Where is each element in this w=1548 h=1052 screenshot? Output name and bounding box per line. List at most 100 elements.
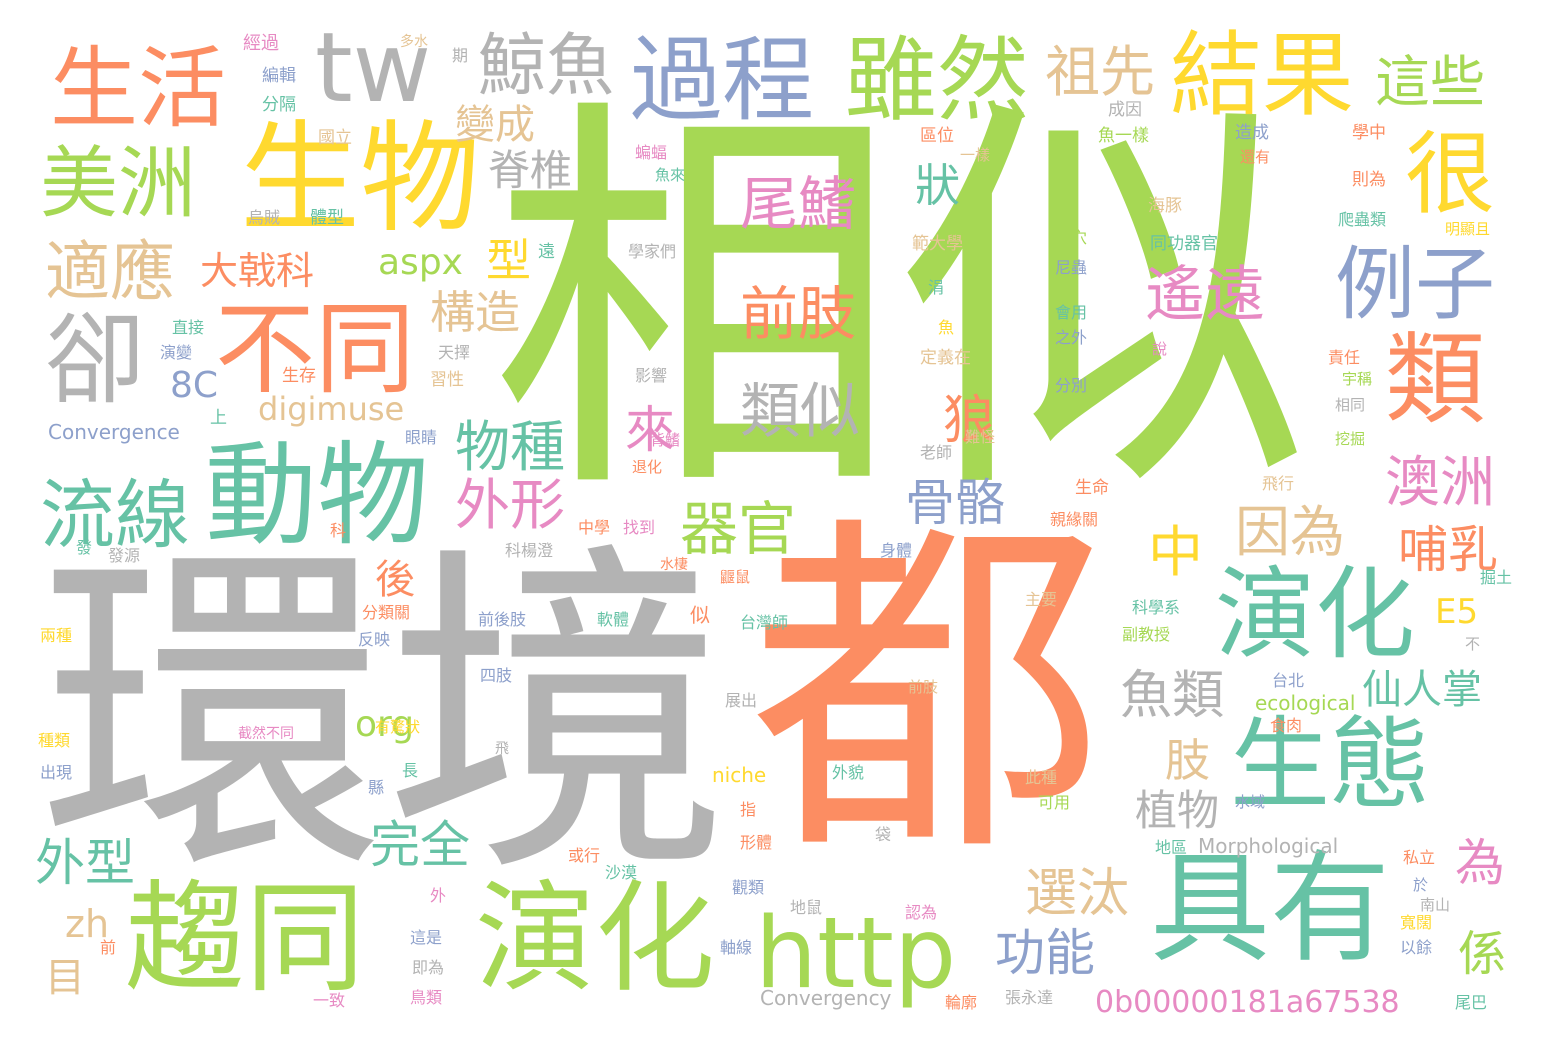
word-http: http	[755, 897, 957, 1011]
word-s15: 魚來	[655, 166, 686, 184]
word-guge: 骨骼	[905, 474, 1005, 532]
word-s76: 台北	[1272, 671, 1305, 690]
word-s108: 軸線	[720, 938, 753, 957]
word-s54: 找到	[623, 518, 656, 537]
word-s39: 說	[1152, 340, 1168, 358]
word-s52: 飛行	[1262, 474, 1295, 493]
word-s7: 成因	[1108, 100, 1142, 120]
word-s30: 會用	[1055, 303, 1088, 322]
word-s27: 尼蟲	[1055, 258, 1088, 277]
word-s74: 反映	[358, 630, 391, 649]
word-s57: 科楊澄	[505, 541, 554, 560]
word-s88: 可用	[1038, 793, 1071, 812]
word-zhi: 肢	[1165, 734, 1211, 787]
word-s46: 老師	[920, 443, 953, 462]
word-waixing: 外形	[455, 473, 566, 537]
word-shengwu: 生物	[240, 110, 480, 249]
word-s2: 編輯	[262, 66, 296, 86]
word-biancheng: 變成	[455, 102, 535, 148]
word-s112: 輪廓	[945, 993, 978, 1012]
word-s22: 遠	[538, 242, 555, 262]
word-yaoyuan: 遙遠	[1145, 260, 1265, 330]
word-s24: 範大學	[912, 234, 963, 254]
word-shiying: 適應	[45, 235, 176, 310]
word-lang: 狼	[943, 391, 996, 451]
word-yanhua-1: 演化	[475, 870, 715, 1009]
word-yanhua-2: 演化	[1215, 556, 1415, 673]
word-s43: 分別	[1055, 376, 1088, 395]
word-ecological: ecological	[1255, 691, 1356, 715]
word-s80: 有驚狀	[375, 718, 421, 736]
word-weiqi: 尾鰭	[740, 170, 857, 238]
word-s8: 區位	[920, 126, 954, 146]
word-s29: 魚	[938, 318, 955, 337]
word-s63: 掘土	[1480, 568, 1513, 587]
word-s90: 縣	[368, 778, 385, 797]
word-s16: 則為	[1352, 170, 1386, 190]
word-zuxian: 祖先	[1045, 40, 1156, 104]
word-s33: 演變	[160, 343, 193, 362]
word-s107: 前	[100, 938, 117, 957]
word-s79: 食肉	[1270, 716, 1303, 735]
word-s50: 退化	[632, 458, 663, 476]
word-s9: 一樣	[960, 146, 991, 164]
word-s48: 挖掘	[1335, 430, 1366, 448]
word-s28: 涓	[928, 278, 945, 297]
word-jieguo: 結果	[1170, 22, 1355, 129]
word-s93: 袋	[875, 825, 892, 844]
word-s89: 水域	[1235, 793, 1266, 811]
word-s105: 以餘	[1400, 938, 1433, 957]
word-s83: 截然不同	[238, 726, 294, 742]
word-s72: 不	[1465, 635, 1481, 653]
word-s77: 展出	[725, 691, 758, 710]
word-dou: 都	[750, 485, 1105, 899]
word-s69: 主要	[1025, 590, 1058, 609]
word-hen: 很	[1405, 122, 1495, 227]
word-s65: 前後肢	[478, 610, 527, 629]
word-waixing2: 外型	[35, 834, 135, 892]
word-convergency: Convergency	[760, 986, 892, 1010]
word-wanquan: 完全	[370, 816, 470, 874]
word-s36: 習性	[430, 370, 464, 390]
word-yinwei: 因為	[1235, 500, 1346, 564]
word-s91: 指	[740, 800, 757, 819]
word-dongwu: 動物	[205, 431, 429, 561]
word-s10: 魚一樣	[1098, 126, 1149, 146]
word-s86: 外貌	[832, 763, 865, 782]
word-s97: 沙漠	[605, 863, 638, 882]
word-s75: 四肢	[480, 666, 513, 685]
word-s73: 兩種	[40, 626, 73, 645]
word-s31: 之外	[1055, 328, 1088, 347]
word-s94: 地區	[1155, 838, 1188, 857]
word-zhiwu: 植物	[1135, 786, 1220, 835]
word-s11: 造成	[1235, 123, 1269, 143]
word-lizi: 例子	[1335, 238, 1495, 331]
word-s17: 海豚	[1148, 196, 1182, 216]
word-digimuse: digimuse	[258, 390, 405, 428]
word-s71: 副教授	[1122, 625, 1171, 644]
word-huanjing: 環境	[40, 517, 730, 918]
word-s103: 寬闊	[1400, 913, 1433, 932]
word-s109: 即為	[412, 958, 445, 977]
word-s38: 定義在	[920, 348, 971, 368]
word-s21: 烏賊	[248, 208, 281, 227]
word-xiangsi: 相似	[490, 66, 1310, 544]
word-s44: 上	[210, 408, 227, 428]
word-s4: 國立	[318, 128, 352, 148]
word-s59: 發	[76, 538, 93, 557]
word-s66: 軟體	[597, 610, 630, 629]
word-lai: 來	[625, 401, 675, 459]
word-lei: 類	[1385, 321, 1485, 438]
word-s81: 種類	[38, 731, 71, 750]
word-buru: 哺乳	[1398, 521, 1498, 579]
word-gouzao: 構造	[430, 286, 521, 339]
word-suiran: 雖然	[845, 27, 1030, 134]
word-s51: 生命	[1075, 478, 1109, 498]
word-s37: 影響	[635, 366, 668, 385]
word-s82: 出現	[40, 763, 73, 782]
word-hou: 後	[375, 557, 415, 603]
word-s32: 直接	[172, 318, 205, 337]
word-shenghuo: 生活	[50, 37, 227, 140]
word-s1: 經過	[243, 33, 279, 54]
word-s19: 明顯且	[1445, 220, 1491, 238]
